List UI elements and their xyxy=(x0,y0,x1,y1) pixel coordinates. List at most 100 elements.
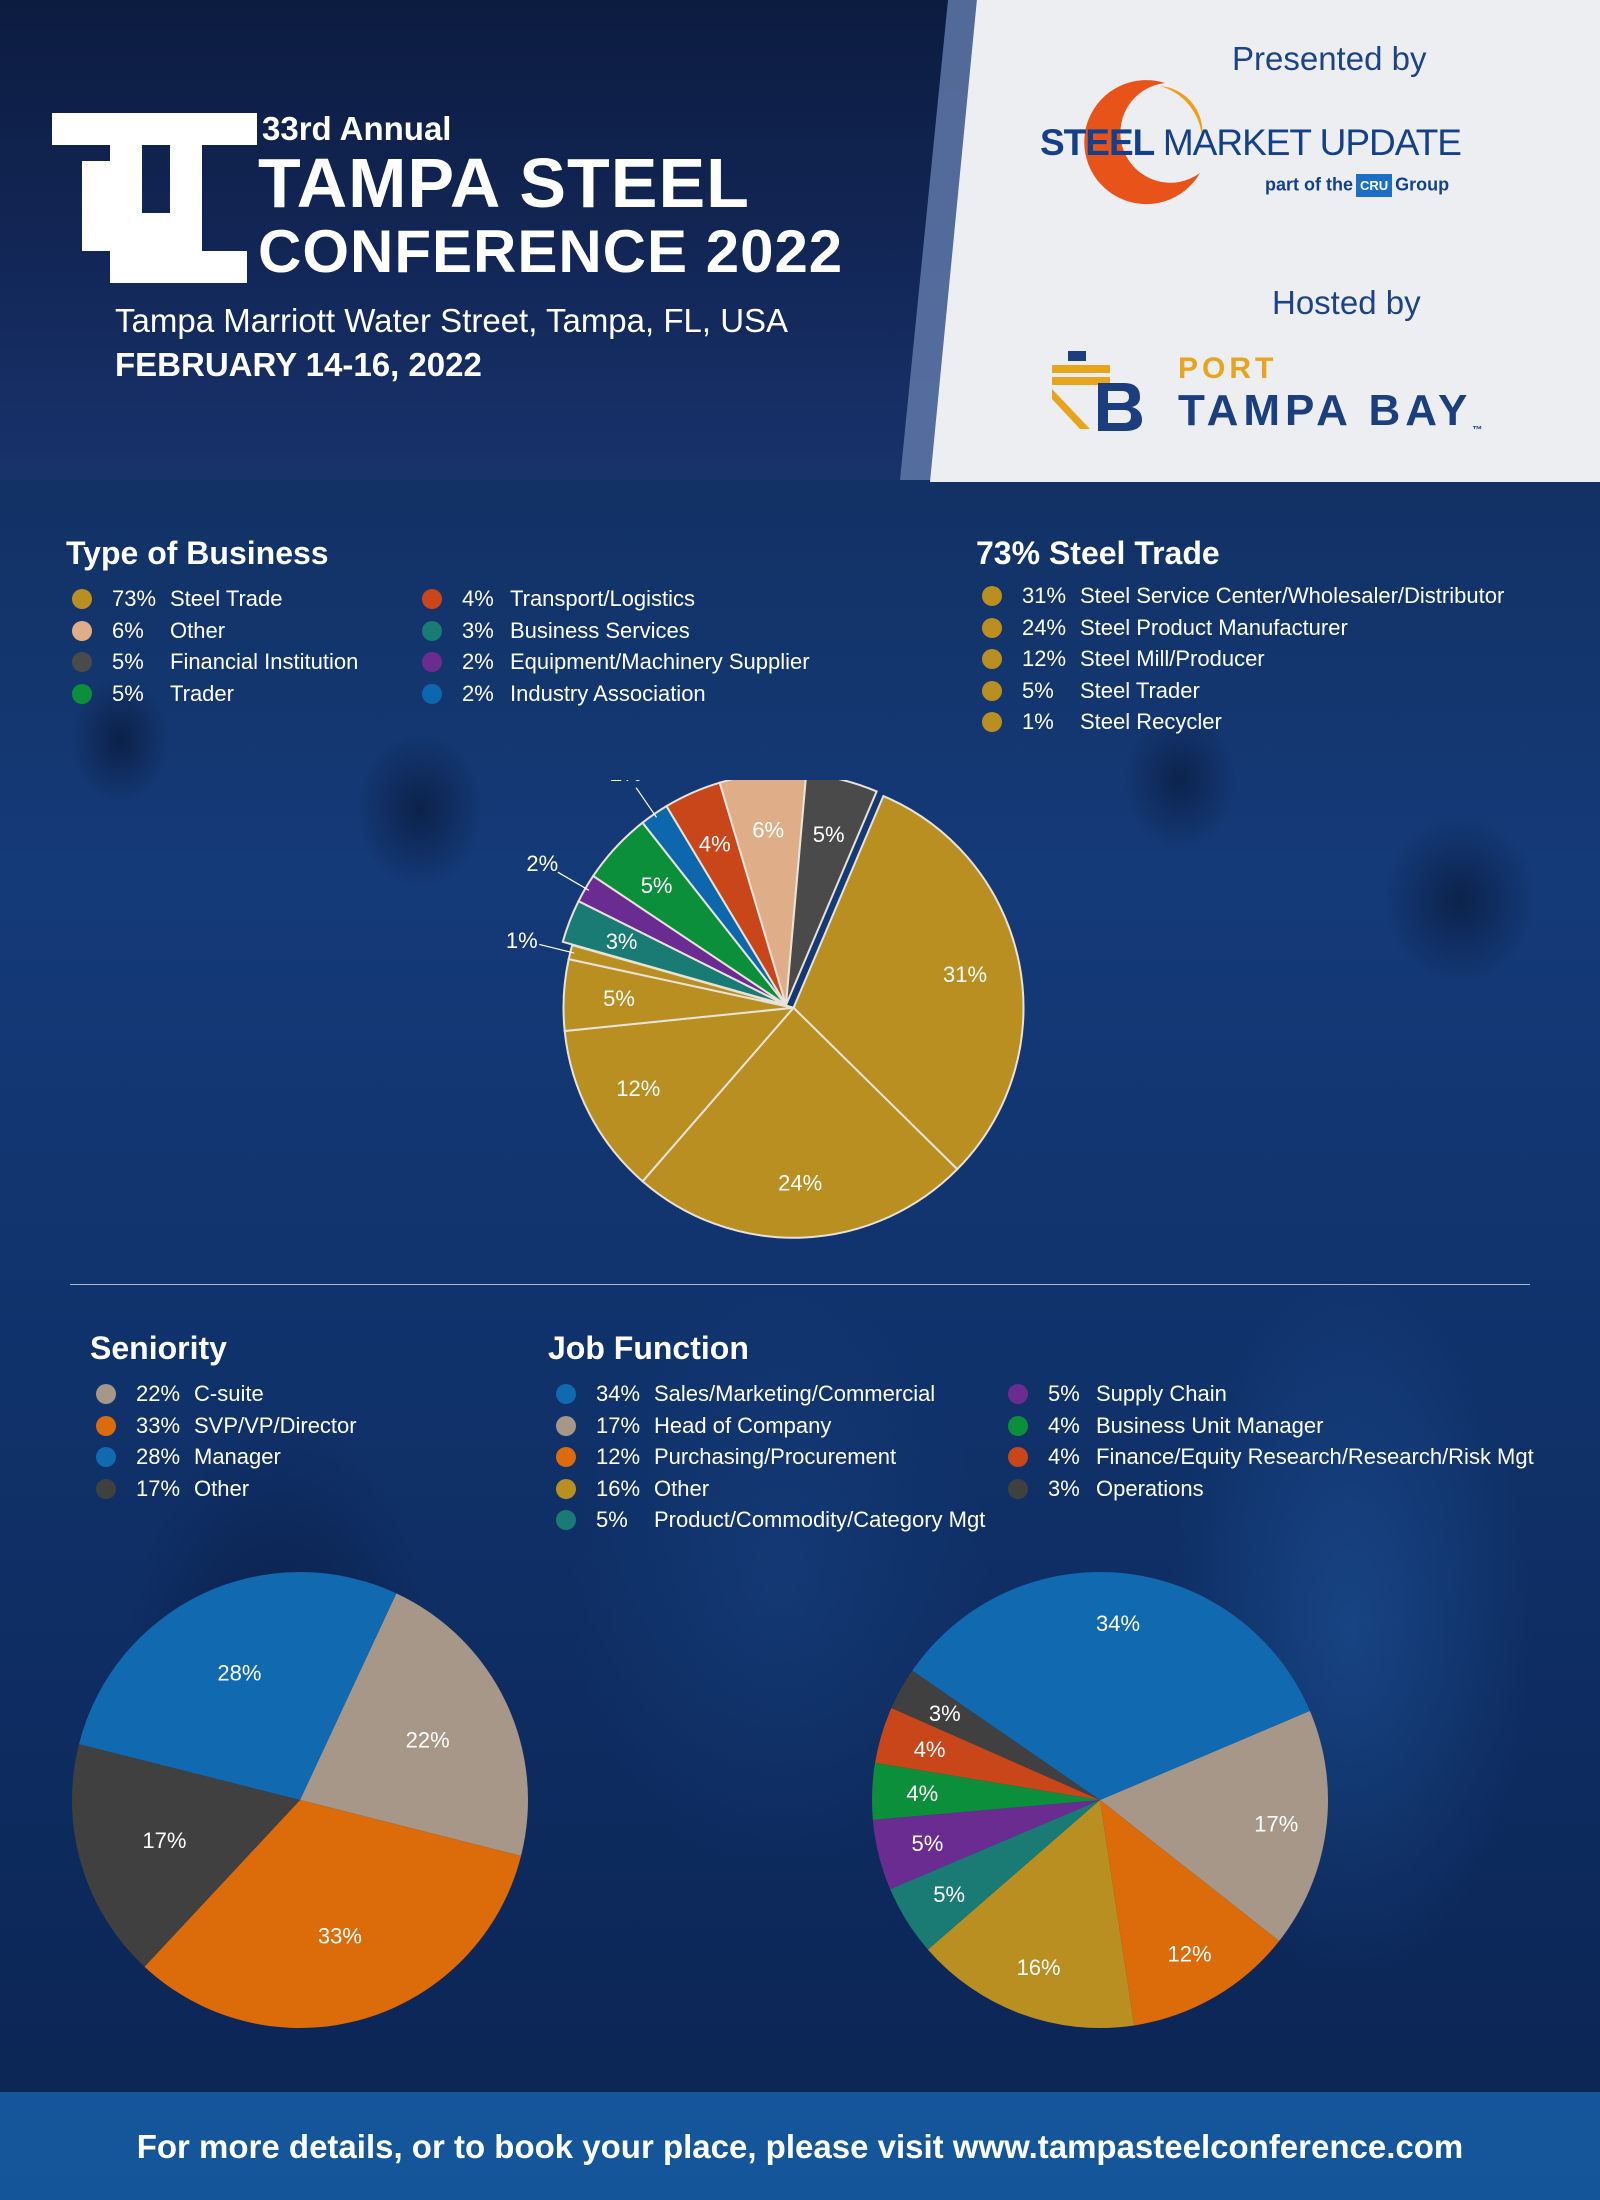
job-function-legend-item: 16% Other xyxy=(556,1476,1016,1508)
legend-label: Finance/Equity Research/Research/Risk Mg… xyxy=(1096,1444,1534,1469)
job-function-legend-col2: 5% Supply Chain 4% Business Unit Manager 4% F… xyxy=(1008,1381,1588,1507)
label-leader-line xyxy=(539,943,575,954)
legend-percent: 12% xyxy=(1022,646,1067,671)
legend-swatch-icon xyxy=(72,652,92,672)
pie-slice xyxy=(785,780,878,1006)
pie-slice xyxy=(1100,1800,1280,2026)
presenter-subline: part of the CRU Group xyxy=(1265,174,1449,197)
legend-swatch-icon xyxy=(422,683,442,704)
legend-percent: 22% xyxy=(136,1381,181,1406)
pie-slice xyxy=(872,1762,1100,1820)
legend-label: Steel Mill/Producer xyxy=(1080,646,1265,671)
presenter-name-bold: STEEL xyxy=(1040,122,1155,163)
port-tampa-bay-logo-icon xyxy=(1052,351,1142,431)
legend-swatch-icon xyxy=(982,617,1002,638)
legend-percent: 33% xyxy=(136,1412,181,1438)
legend-swatch-icon xyxy=(72,620,92,641)
section-divider xyxy=(70,1284,1530,1285)
pie-slice xyxy=(912,1571,1310,1800)
legend-swatch-icon xyxy=(96,1478,116,1499)
type-of-business-legend-col1: 73% Steel Trade 6% Other 5% Financial Institu… xyxy=(72,586,402,712)
slice-label: 24% xyxy=(778,1170,822,1195)
legend-swatch-icon xyxy=(556,1415,576,1436)
hosted-by-label: Hosted by xyxy=(1272,284,1421,321)
type-of-business-legend-item: 2% Industry Association xyxy=(422,681,842,713)
legend-percent: 12% xyxy=(596,1444,641,1469)
cru-badge: CRU xyxy=(1356,174,1393,197)
type-of-business-legend-item: 5% Trader xyxy=(72,681,402,713)
slice-label: 22% xyxy=(406,1727,450,1752)
slice-label: 17% xyxy=(1254,1812,1298,1837)
pie-slice xyxy=(718,780,807,1006)
job-function-legend-item: 34% Sales/Marketing/Commercial xyxy=(556,1381,1016,1413)
legend-swatch-icon xyxy=(556,1478,576,1499)
steel-trade-legend-item: 31% Steel Service Center/Wholesaler/Distr… xyxy=(982,583,1582,615)
job-function-pie-chart: 17% 12% 16% 5% 5% 4% 4% 3% 34% xyxy=(872,1571,1329,2029)
presenter-name: STEEL MARKET UPDATE xyxy=(1040,122,1462,164)
slice-label: 33% xyxy=(318,1924,362,1949)
steel-trade-legend-item: 24% Steel Product Manufacturer xyxy=(982,615,1582,647)
slice-label: 2% xyxy=(526,851,558,876)
presenter-sub-prefix: part of the xyxy=(1265,174,1353,195)
footer-cta-text: For more details, or to book your place,… xyxy=(136,2128,1464,2165)
legend-percent: 4% xyxy=(1048,1444,1080,1469)
legend-percent: 2% xyxy=(462,649,494,674)
slice-label: 17% xyxy=(142,1828,186,1853)
pie-slice xyxy=(563,1006,796,1183)
steel-trade-legend: 31% Steel Service Center/Wholesaler/Distr… xyxy=(982,583,1582,741)
legend-label: Business Services xyxy=(510,617,690,643)
type-of-business-legend-item: 5% Financial Institution xyxy=(72,649,402,681)
type-of-business-legend-item: 4% Transport/Logistics xyxy=(422,586,842,618)
pie-slice xyxy=(78,1571,397,1800)
tsc-logo-icon xyxy=(52,113,257,283)
legend-percent: 5% xyxy=(1022,677,1054,703)
pie-slice xyxy=(144,1800,522,2029)
slice-label: 5% xyxy=(933,1882,965,1907)
legend-label: Steel Service Center/Wholesaler/Distribu… xyxy=(1080,583,1505,608)
host-name-line2: TAMPA BAY™ xyxy=(1178,386,1482,436)
job-function-legend-col1: 34% Sales/Marketing/Commercial 17% Head of … xyxy=(556,1381,1016,1539)
seniority-legend-item: 17% Other xyxy=(96,1476,396,1508)
job-function-legend-item: 5% Supply Chain xyxy=(1008,1381,1588,1413)
legend-label: Steel Trade xyxy=(170,586,283,611)
type-of-business-legend-item: 2% Equipment/Machinery Supplier xyxy=(422,649,842,681)
legend-swatch-icon xyxy=(1008,1447,1028,1467)
slice-label: 31% xyxy=(943,962,987,987)
legend-swatch-icon xyxy=(1008,1384,1028,1404)
seniority-legend-item: 33% SVP/VP/Director xyxy=(96,1413,396,1445)
steel-trade-legend-item: 1% Steel Recycler xyxy=(982,709,1582,741)
job-function-title: Job Function xyxy=(548,1330,749,1366)
trademark-mark: ™ xyxy=(1472,425,1483,436)
legend-label: SVP/VP/Director xyxy=(194,1412,357,1438)
seniority-legend-item: 22% C-suite xyxy=(96,1381,396,1413)
job-function-legend-item: 17% Head of Company xyxy=(556,1413,1016,1445)
legend-label: Other xyxy=(170,617,226,643)
legend-swatch-icon xyxy=(982,649,1002,669)
legend-swatch-icon xyxy=(72,683,92,704)
steel-trade-legend-item: 12% Steel Mill/Producer xyxy=(982,646,1582,678)
steel-market-update-logo-icon xyxy=(1084,80,1203,205)
slice-label: 4% xyxy=(914,1737,946,1762)
slice-label: 3% xyxy=(606,929,638,954)
host-name-text: TAMPA BAY xyxy=(1178,386,1473,435)
legend-swatch-icon xyxy=(982,680,1002,701)
slice-label: 5% xyxy=(603,986,635,1011)
steel-trade-legend-item: 5% Steel Trader xyxy=(982,678,1582,710)
slice-label: 5% xyxy=(813,822,845,847)
legend-percent: 3% xyxy=(462,617,494,643)
legend-percent: 5% xyxy=(1048,1381,1080,1406)
type-of-business-legend-col2: 4% Transport/Logistics 3% Business Services… xyxy=(422,586,842,712)
legend-percent: 6% xyxy=(112,617,144,643)
legend-label: C-suite xyxy=(194,1381,264,1406)
pie-slice xyxy=(72,1744,300,1967)
pie-slice xyxy=(875,1707,1100,1800)
legend-label: Head of Company xyxy=(654,1412,832,1438)
legend-percent: 5% xyxy=(112,649,144,674)
legend-swatch-icon xyxy=(96,1384,116,1404)
legend-label: Financial Institution xyxy=(170,649,359,674)
presenter-sub-suffix: Group xyxy=(1395,174,1450,195)
slice-label: 28% xyxy=(217,1660,261,1685)
pie-slice xyxy=(641,1006,959,1239)
legend-percent: 4% xyxy=(1048,1412,1080,1438)
